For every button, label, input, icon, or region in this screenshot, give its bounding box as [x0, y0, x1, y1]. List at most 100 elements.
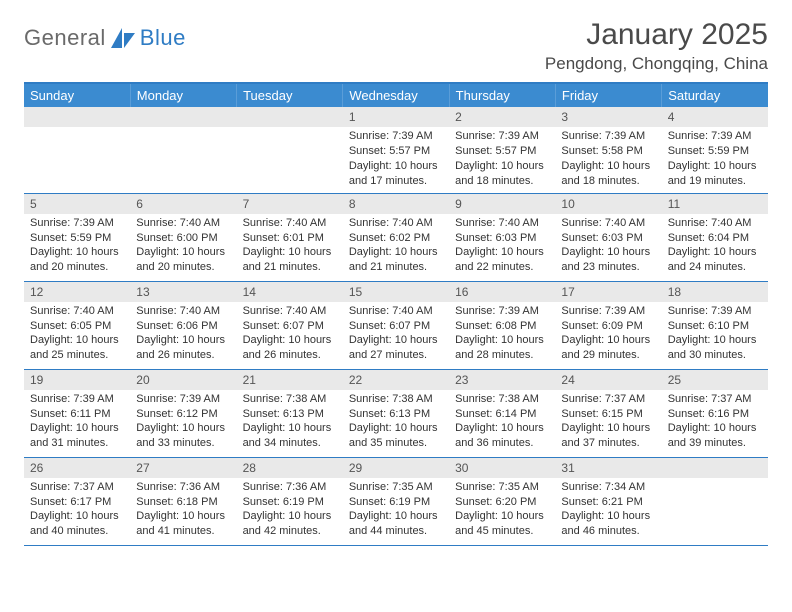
calendar-day-cell: 28Sunrise: 7:36 AMSunset: 6:19 PMDayligh…: [237, 457, 343, 545]
day-details: Sunrise: 7:40 AMSunset: 6:02 PMDaylight:…: [343, 214, 449, 279]
daylight-line-1: Daylight: 10 hours: [243, 421, 337, 436]
daylight-line-1: Daylight: 10 hours: [30, 421, 124, 436]
calendar-day-cell: [130, 107, 236, 193]
sunset-text: Sunset: 6:04 PM: [668, 231, 762, 246]
day-details: Sunrise: 7:39 AMSunset: 5:58 PMDaylight:…: [555, 127, 661, 192]
daylight-line-2: and 40 minutes.: [30, 524, 124, 539]
month-title: January 2025: [545, 18, 768, 52]
daylight-line-1: Daylight: 10 hours: [668, 421, 762, 436]
day-number: 27: [130, 458, 236, 478]
daylight-line-2: and 26 minutes.: [243, 348, 337, 363]
day-number: 26: [24, 458, 130, 478]
sunrise-text: Sunrise: 7:39 AM: [455, 304, 549, 319]
day-number: 18: [662, 282, 768, 302]
sunset-text: Sunset: 6:15 PM: [561, 407, 655, 422]
day-number: 28: [237, 458, 343, 478]
sunrise-text: Sunrise: 7:40 AM: [349, 304, 443, 319]
daylight-line-1: Daylight: 10 hours: [243, 245, 337, 260]
day-number: 16: [449, 282, 555, 302]
calendar-day-cell: 12Sunrise: 7:40 AMSunset: 6:05 PMDayligh…: [24, 281, 130, 369]
daylight-line-2: and 33 minutes.: [136, 436, 230, 451]
day-number: 29: [343, 458, 449, 478]
daylight-line-2: and 21 minutes.: [349, 260, 443, 275]
sunrise-text: Sunrise: 7:40 AM: [243, 216, 337, 231]
calendar-week-row: 26Sunrise: 7:37 AMSunset: 6:17 PMDayligh…: [24, 457, 768, 545]
calendar-day-cell: 31Sunrise: 7:34 AMSunset: 6:21 PMDayligh…: [555, 457, 661, 545]
sunrise-text: Sunrise: 7:39 AM: [668, 129, 762, 144]
sunset-text: Sunset: 6:18 PM: [136, 495, 230, 510]
daylight-line-2: and 46 minutes.: [561, 524, 655, 539]
weekday-header: Thursday: [449, 83, 555, 107]
calendar-day-cell: 19Sunrise: 7:39 AMSunset: 6:11 PMDayligh…: [24, 369, 130, 457]
daylight-line-1: Daylight: 10 hours: [349, 159, 443, 174]
header: General Blue January 2025 Pengdong, Chon…: [24, 18, 768, 74]
daylight-line-1: Daylight: 10 hours: [455, 509, 549, 524]
sunset-text: Sunset: 6:08 PM: [455, 319, 549, 334]
calendar-day-cell: 29Sunrise: 7:35 AMSunset: 6:19 PMDayligh…: [343, 457, 449, 545]
daylight-line-2: and 22 minutes.: [455, 260, 549, 275]
sunset-text: Sunset: 6:09 PM: [561, 319, 655, 334]
sunset-text: Sunset: 6:07 PM: [243, 319, 337, 334]
daylight-line-2: and 45 minutes.: [455, 524, 549, 539]
day-number: 6: [130, 194, 236, 214]
calendar-day-cell: 8Sunrise: 7:40 AMSunset: 6:02 PMDaylight…: [343, 193, 449, 281]
calendar-day-cell: 24Sunrise: 7:37 AMSunset: 6:15 PMDayligh…: [555, 369, 661, 457]
sunrise-text: Sunrise: 7:36 AM: [136, 480, 230, 495]
calendar-day-cell: 4Sunrise: 7:39 AMSunset: 5:59 PMDaylight…: [662, 107, 768, 193]
day-details: Sunrise: 7:39 AMSunset: 5:59 PMDaylight:…: [24, 214, 130, 279]
day-details: Sunrise: 7:40 AMSunset: 6:04 PMDaylight:…: [662, 214, 768, 279]
daylight-line-1: Daylight: 10 hours: [349, 421, 443, 436]
day-details: Sunrise: 7:40 AMSunset: 6:00 PMDaylight:…: [130, 214, 236, 279]
day-number: 31: [555, 458, 661, 478]
day-details: Sunrise: 7:40 AMSunset: 6:01 PMDaylight:…: [237, 214, 343, 279]
day-details: Sunrise: 7:39 AMSunset: 5:57 PMDaylight:…: [449, 127, 555, 192]
daylight-line-1: Daylight: 10 hours: [136, 333, 230, 348]
day-details: Sunrise: 7:40 AMSunset: 6:07 PMDaylight:…: [343, 302, 449, 367]
day-number: 30: [449, 458, 555, 478]
daylight-line-1: Daylight: 10 hours: [136, 509, 230, 524]
daylight-line-1: Daylight: 10 hours: [349, 245, 443, 260]
day-details: Sunrise: 7:39 AMSunset: 6:11 PMDaylight:…: [24, 390, 130, 455]
day-details: Sunrise: 7:39 AMSunset: 6:08 PMDaylight:…: [449, 302, 555, 367]
sunset-text: Sunset: 6:01 PM: [243, 231, 337, 246]
day-number: 20: [130, 370, 236, 390]
daylight-line-1: Daylight: 10 hours: [136, 421, 230, 436]
day-details: Sunrise: 7:38 AMSunset: 6:13 PMDaylight:…: [343, 390, 449, 455]
sunset-text: Sunset: 6:11 PM: [30, 407, 124, 422]
calendar-day-cell: 14Sunrise: 7:40 AMSunset: 6:07 PMDayligh…: [237, 281, 343, 369]
weekday-header: Saturday: [662, 83, 768, 107]
day-number: 21: [237, 370, 343, 390]
calendar-week-row: 5Sunrise: 7:39 AMSunset: 5:59 PMDaylight…: [24, 193, 768, 281]
weekday-header-row: Sunday Monday Tuesday Wednesday Thursday…: [24, 83, 768, 107]
daylight-line-1: Daylight: 10 hours: [349, 509, 443, 524]
day-details: Sunrise: 7:37 AMSunset: 6:15 PMDaylight:…: [555, 390, 661, 455]
day-details: Sunrise: 7:38 AMSunset: 6:14 PMDaylight:…: [449, 390, 555, 455]
sunset-text: Sunset: 6:07 PM: [349, 319, 443, 334]
calendar-day-cell: 26Sunrise: 7:37 AMSunset: 6:17 PMDayligh…: [24, 457, 130, 545]
sunset-text: Sunset: 6:17 PM: [30, 495, 124, 510]
daylight-line-2: and 27 minutes.: [349, 348, 443, 363]
sunrise-text: Sunrise: 7:40 AM: [668, 216, 762, 231]
daylight-line-2: and 44 minutes.: [349, 524, 443, 539]
weekday-header: Sunday: [24, 83, 130, 107]
day-details: Sunrise: 7:35 AMSunset: 6:20 PMDaylight:…: [449, 478, 555, 543]
logo-text-general: General: [24, 25, 106, 51]
day-number: 14: [237, 282, 343, 302]
day-details: Sunrise: 7:40 AMSunset: 6:07 PMDaylight:…: [237, 302, 343, 367]
sunrise-text: Sunrise: 7:40 AM: [349, 216, 443, 231]
daylight-line-2: and 28 minutes.: [455, 348, 549, 363]
empty-day-strip: [24, 107, 130, 127]
day-number: 3: [555, 107, 661, 127]
daylight-line-2: and 34 minutes.: [243, 436, 337, 451]
day-details: Sunrise: 7:37 AMSunset: 6:16 PMDaylight:…: [662, 390, 768, 455]
daylight-line-2: and 25 minutes.: [30, 348, 124, 363]
day-details: Sunrise: 7:34 AMSunset: 6:21 PMDaylight:…: [555, 478, 661, 543]
sunset-text: Sunset: 6:05 PM: [30, 319, 124, 334]
empty-day-strip: [237, 107, 343, 127]
sunrise-text: Sunrise: 7:39 AM: [136, 392, 230, 407]
day-details: Sunrise: 7:36 AMSunset: 6:18 PMDaylight:…: [130, 478, 236, 543]
sunset-text: Sunset: 5:57 PM: [455, 144, 549, 159]
daylight-line-1: Daylight: 10 hours: [561, 245, 655, 260]
calendar-week-row: 12Sunrise: 7:40 AMSunset: 6:05 PMDayligh…: [24, 281, 768, 369]
day-number: 11: [662, 194, 768, 214]
